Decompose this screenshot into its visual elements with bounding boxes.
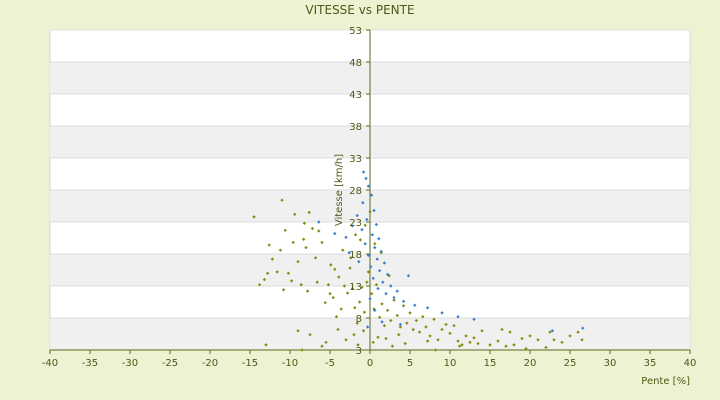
data-point <box>361 201 365 205</box>
x-tick-label: -30 <box>122 358 138 369</box>
data-point <box>544 345 548 350</box>
data-point <box>377 236 381 241</box>
y-tick-label: 38 <box>349 122 362 133</box>
x-tick-label: 25 <box>564 358 577 369</box>
data-point <box>568 334 572 338</box>
data-point <box>333 231 337 236</box>
x-tick-label: -5 <box>325 358 335 369</box>
data-point <box>373 245 377 250</box>
data-point <box>341 248 345 252</box>
x-tick-label: -35 <box>82 358 98 369</box>
y-tick-label: 48 <box>349 58 362 69</box>
data-point <box>278 248 283 252</box>
x-tick-label: -10 <box>282 358 298 369</box>
y-axis-label: Vitesse [km/h] <box>334 154 345 226</box>
y-tick-label: 18 <box>349 250 362 261</box>
x-tick-label: 35 <box>644 358 657 369</box>
x-axis-label: Pente [%] <box>641 376 690 387</box>
data-point <box>374 222 379 227</box>
data-point <box>365 217 369 222</box>
data-point <box>580 338 584 342</box>
y-tick-label: 53 <box>349 26 362 37</box>
y-tick-label: 8 <box>356 314 362 325</box>
x-tick-label: 0 <box>367 358 373 369</box>
tick-labels: -40 -35 -30 -25 -20 -15 -10 -5 0 5 10 15 20 25 30 35 40 3… <box>42 26 697 369</box>
y-tick-label: 33 <box>349 154 362 165</box>
data-point <box>366 253 371 257</box>
data-point <box>317 220 321 224</box>
chart-title: VITESSE vs PENTE <box>305 3 415 17</box>
x-tick-label: -20 <box>202 358 218 369</box>
y-tick-label: 13 <box>349 282 362 293</box>
data-point <box>317 229 321 233</box>
data-point <box>293 212 297 217</box>
data-point <box>520 336 524 341</box>
y-tick-label: 3 <box>356 346 362 357</box>
x-tick-label: 15 <box>484 358 497 369</box>
y-tick-label: 43 <box>349 90 362 101</box>
x-tick-label: 5 <box>407 358 413 369</box>
data-point <box>373 242 377 246</box>
data-point <box>524 347 528 351</box>
x-tick-label: 30 <box>604 358 617 369</box>
data-point <box>528 334 532 338</box>
y-tick-label: 23 <box>349 218 362 229</box>
data-point <box>302 221 307 225</box>
data-point <box>366 184 371 188</box>
axes <box>50 30 690 351</box>
data-point <box>560 340 564 345</box>
x-tick-label: 10 <box>444 358 457 369</box>
data-point <box>536 338 540 342</box>
x-tick-label: -40 <box>42 358 58 369</box>
y-tick-label: 28 <box>349 186 362 197</box>
x-tick-label: 20 <box>524 358 537 369</box>
x-tick-label: -25 <box>162 358 178 369</box>
data-point <box>310 226 315 231</box>
x-tick-label: -15 <box>242 358 258 369</box>
x-tick-label: 40 <box>684 358 697 369</box>
data-point <box>358 238 363 242</box>
data-point <box>350 224 355 228</box>
data-point <box>370 233 375 237</box>
data-point <box>552 338 556 342</box>
data-point <box>512 343 516 347</box>
